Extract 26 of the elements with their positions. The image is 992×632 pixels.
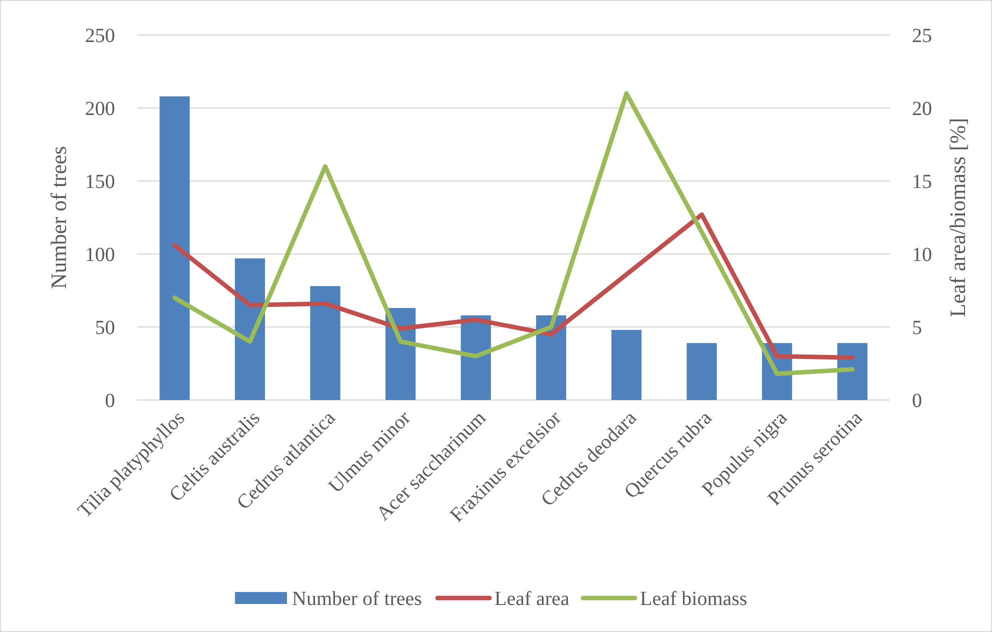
y2-tick-label: 0 — [912, 390, 922, 412]
line-series — [172, 91, 855, 376]
bar — [536, 315, 566, 400]
y2-tick-label: 25 — [912, 25, 932, 47]
bar — [611, 330, 642, 400]
bar — [234, 258, 266, 400]
y2-tick-label: 20 — [912, 98, 932, 120]
y2-tick-label: 10 — [912, 244, 932, 266]
legend-label: Number of trees — [292, 588, 422, 610]
y2-tick-label: 15 — [912, 171, 932, 193]
y-axis-title: Number of trees — [46, 146, 71, 289]
bar — [160, 96, 190, 400]
line-series — [172, 212, 855, 360]
y-tick-label: 250 — [85, 25, 115, 47]
y-tick-label: 0 — [105, 390, 115, 412]
legend-label: Leaf area — [494, 588, 570, 610]
y-tick-label: 200 — [85, 98, 115, 120]
bar — [310, 286, 340, 400]
y-tick-label: 50 — [95, 317, 115, 339]
y-tick-label: 100 — [85, 244, 115, 266]
y-tick-label: 150 — [85, 171, 115, 193]
y2-tick-label: 5 — [912, 317, 922, 339]
bar — [686, 343, 717, 400]
legend-label: Leaf biomass — [640, 588, 748, 610]
y2-axis-title: Leaf area/biomass [%] — [945, 118, 970, 318]
bar — [837, 343, 868, 400]
